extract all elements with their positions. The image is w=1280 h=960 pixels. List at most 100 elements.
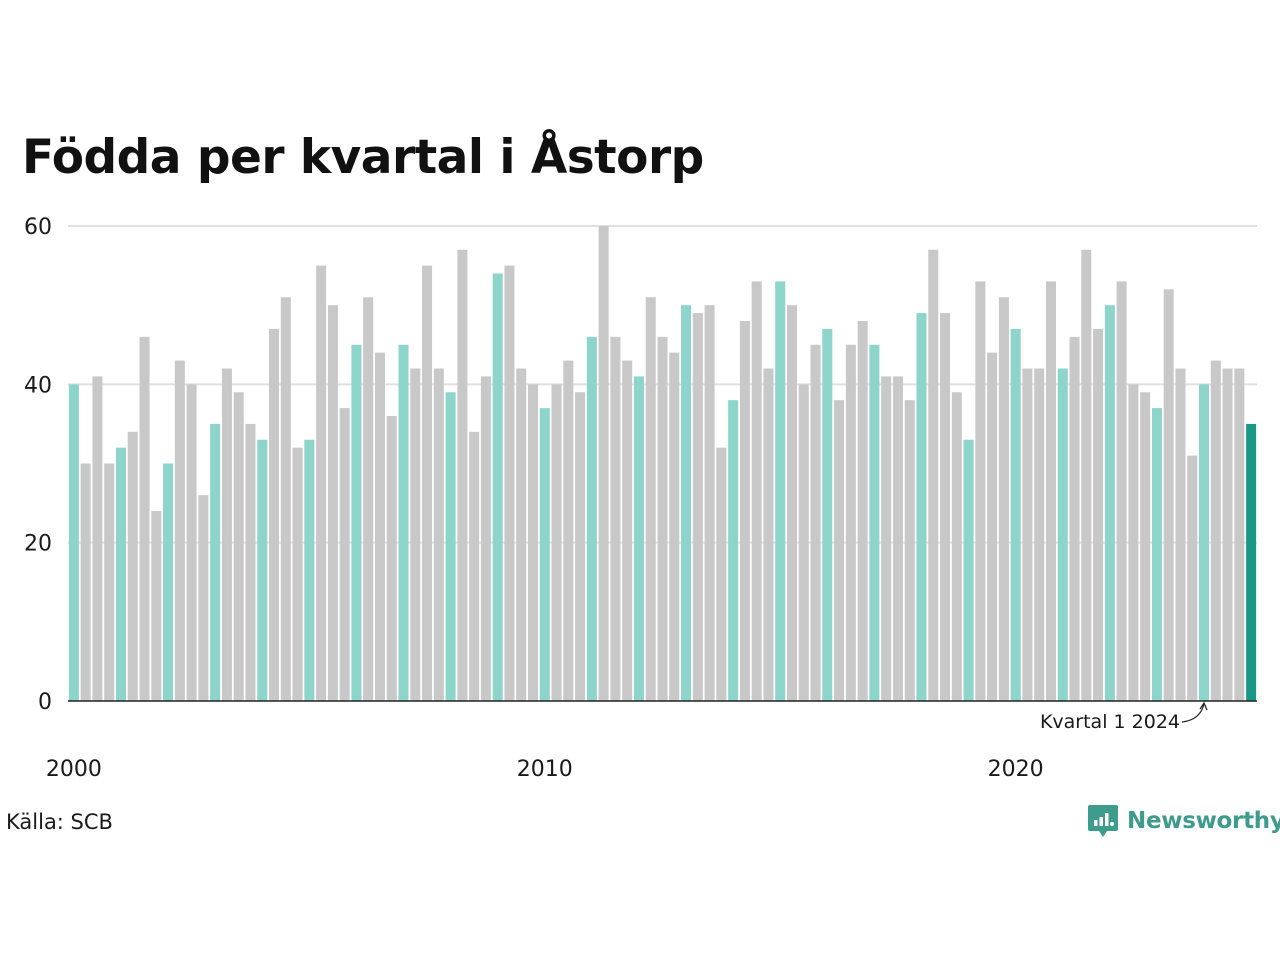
bar bbox=[316, 265, 327, 701]
bar bbox=[516, 368, 527, 701]
x-tick-label: 2010 bbox=[517, 757, 573, 782]
bar bbox=[681, 305, 692, 701]
bar bbox=[1104, 305, 1115, 701]
bar bbox=[940, 313, 951, 701]
bar bbox=[68, 384, 79, 701]
bar bbox=[410, 368, 421, 701]
bar bbox=[739, 321, 750, 701]
bar bbox=[1128, 384, 1139, 701]
bar bbox=[1246, 423, 1257, 701]
bar bbox=[1010, 328, 1021, 701]
x-tick-label: 2000 bbox=[46, 757, 102, 782]
y-tick-label: 40 bbox=[24, 373, 52, 398]
bar bbox=[775, 281, 786, 701]
bar bbox=[916, 313, 927, 701]
bar bbox=[539, 408, 550, 701]
bar bbox=[115, 447, 126, 701]
bar bbox=[528, 384, 539, 701]
bar bbox=[822, 328, 833, 701]
bar bbox=[869, 344, 880, 701]
bar bbox=[1116, 281, 1127, 701]
bar bbox=[1199, 384, 1210, 701]
bar bbox=[374, 352, 385, 701]
bar bbox=[457, 249, 468, 701]
bar bbox=[363, 297, 374, 701]
bar bbox=[1222, 368, 1233, 701]
y-tick-label: 20 bbox=[24, 532, 52, 557]
bar bbox=[598, 226, 609, 701]
y-tick-label: 60 bbox=[24, 215, 52, 240]
bar bbox=[998, 297, 1009, 701]
bar bbox=[716, 447, 727, 701]
bar bbox=[1093, 328, 1104, 701]
bar bbox=[280, 297, 291, 701]
bar bbox=[892, 376, 903, 701]
bar bbox=[551, 384, 562, 701]
bar bbox=[1151, 408, 1162, 701]
bar bbox=[586, 336, 597, 701]
bar bbox=[1081, 249, 1092, 701]
bar bbox=[575, 392, 586, 701]
bar bbox=[904, 400, 915, 701]
bar bbox=[987, 352, 998, 701]
bar bbox=[186, 384, 197, 701]
bar bbox=[1034, 368, 1045, 701]
bar bbox=[881, 376, 892, 701]
bar bbox=[975, 281, 986, 701]
x-tick-label: 2020 bbox=[988, 757, 1044, 782]
bar bbox=[1187, 455, 1198, 701]
bar bbox=[480, 376, 491, 701]
bar bbox=[104, 463, 115, 701]
annotation-arrowhead bbox=[1199, 701, 1208, 711]
bar bbox=[269, 328, 280, 701]
bar bbox=[492, 273, 503, 701]
bar bbox=[245, 423, 256, 701]
bar bbox=[1057, 368, 1068, 701]
bar bbox=[645, 297, 656, 701]
bar bbox=[834, 400, 845, 701]
bar bbox=[1022, 368, 1033, 701]
y-tick-label: 0 bbox=[38, 690, 52, 715]
bar bbox=[339, 408, 350, 701]
brand-logo: Newsworthy bbox=[1087, 803, 1280, 839]
bar bbox=[127, 431, 138, 701]
axes: 0 20 40 60 2000 2010 2020 bbox=[24, 215, 1257, 782]
bar bbox=[810, 344, 821, 701]
bar bbox=[763, 368, 774, 701]
bar bbox=[257, 439, 268, 701]
bar bbox=[786, 305, 797, 701]
bar bbox=[174, 360, 185, 701]
bar bbox=[1175, 368, 1186, 701]
bar bbox=[221, 368, 232, 701]
bar bbox=[139, 336, 150, 701]
bar bbox=[469, 431, 480, 701]
bar bbox=[1234, 368, 1245, 701]
bar bbox=[951, 392, 962, 701]
bar bbox=[1069, 336, 1080, 701]
bar bbox=[351, 344, 362, 701]
bar bbox=[692, 313, 703, 701]
brand-name: Newsworthy bbox=[1127, 808, 1280, 834]
bar bbox=[445, 392, 456, 701]
bar bbox=[304, 439, 315, 701]
bar bbox=[1163, 289, 1174, 701]
bar bbox=[751, 281, 762, 701]
bar bbox=[233, 392, 244, 701]
bar bbox=[563, 360, 574, 701]
bar bbox=[669, 352, 680, 701]
source-note: Källa: SCB bbox=[6, 810, 113, 834]
chart-speech-bubble-icon bbox=[1088, 805, 1118, 837]
bar bbox=[857, 321, 868, 701]
bar bbox=[433, 368, 444, 701]
bar bbox=[80, 463, 91, 701]
annotation-arrow bbox=[1181, 703, 1205, 723]
bar bbox=[504, 265, 515, 701]
chart-title: Födda per kvartal i Åstorp bbox=[22, 130, 704, 185]
bar bbox=[1140, 392, 1151, 701]
bar bbox=[92, 376, 103, 701]
annotation-label: Kvartal 1 2024 bbox=[1040, 711, 1180, 733]
bar bbox=[728, 400, 739, 701]
bar bbox=[610, 336, 621, 701]
bar bbox=[163, 463, 174, 701]
